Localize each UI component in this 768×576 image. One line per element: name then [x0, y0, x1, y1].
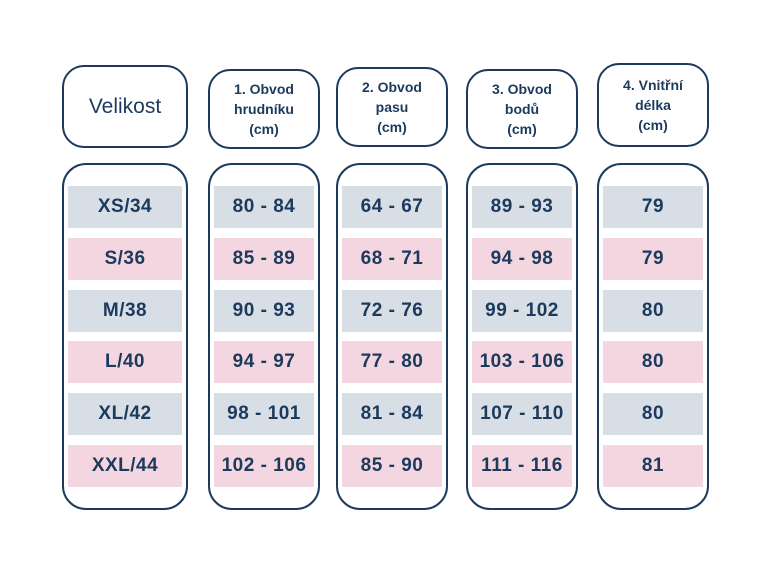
- column-inseam: 79 79 80 80 80 81: [597, 163, 709, 510]
- cell-inseam-row-6: 81: [603, 445, 703, 487]
- cell-waist-row-1: 64 - 67: [342, 186, 442, 228]
- column-chest: 80 - 84 85 - 89 90 - 93 94 - 97 98 - 101 102 …: [208, 163, 320, 510]
- header-chest: 1. Obvod hrudníku (cm): [208, 69, 320, 149]
- column-waist: 64 - 67 68 - 71 72 - 76 77 - 80 81 - 84 85 - …: [336, 163, 448, 510]
- cell-hips-row-3: 99 - 102: [472, 290, 572, 332]
- cell-inseam-row-2: 79: [603, 238, 703, 280]
- cell-chest-row-5: 98 - 101: [214, 393, 314, 435]
- cell-chest-row-6: 102 - 106: [214, 445, 314, 487]
- cell-hips-row-2: 94 - 98: [472, 238, 572, 280]
- cell-size-row-2: S/36: [68, 238, 182, 280]
- cell-hips-row-1: 89 - 93: [472, 186, 572, 228]
- cell-hips-row-6: 111 - 116: [472, 445, 572, 487]
- cell-inseam-row-4: 80: [603, 341, 703, 383]
- cell-waist-row-2: 68 - 71: [342, 238, 442, 280]
- cell-inseam-row-1: 79: [603, 186, 703, 228]
- header-size: Velikost: [62, 65, 188, 148]
- column-size: XS/34 S/36 M/38 L/40 XL/42 XXL/44: [62, 163, 188, 510]
- cell-hips-row-4: 103 - 106: [472, 341, 572, 383]
- header-hips: 3. Obvod bodů (cm): [466, 69, 578, 149]
- cell-inseam-row-3: 80: [603, 290, 703, 332]
- column-hips: 89 - 93 94 - 98 99 - 102 103 - 106 107 - 110…: [466, 163, 578, 510]
- cell-inseam-row-5: 80: [603, 393, 703, 435]
- cell-waist-row-5: 81 - 84: [342, 393, 442, 435]
- header-waist: 2. Obvod pasu (cm): [336, 67, 448, 147]
- cell-size-row-1: XS/34: [68, 186, 182, 228]
- cell-waist-row-4: 77 - 80: [342, 341, 442, 383]
- cell-size-row-3: M/38: [68, 290, 182, 332]
- cell-size-row-4: L/40: [68, 341, 182, 383]
- cell-size-row-6: XXL/44: [68, 445, 182, 487]
- cell-waist-row-3: 72 - 76: [342, 290, 442, 332]
- cell-hips-row-5: 107 - 110: [472, 393, 572, 435]
- cell-chest-row-1: 80 - 84: [214, 186, 314, 228]
- cell-size-row-5: XL/42: [68, 393, 182, 435]
- cell-waist-row-6: 85 - 90: [342, 445, 442, 487]
- cell-chest-row-3: 90 - 93: [214, 290, 314, 332]
- cell-chest-row-4: 94 - 97: [214, 341, 314, 383]
- header-inseam: 4. Vnitřní délka (cm): [597, 63, 709, 147]
- cell-chest-row-2: 85 - 89: [214, 238, 314, 280]
